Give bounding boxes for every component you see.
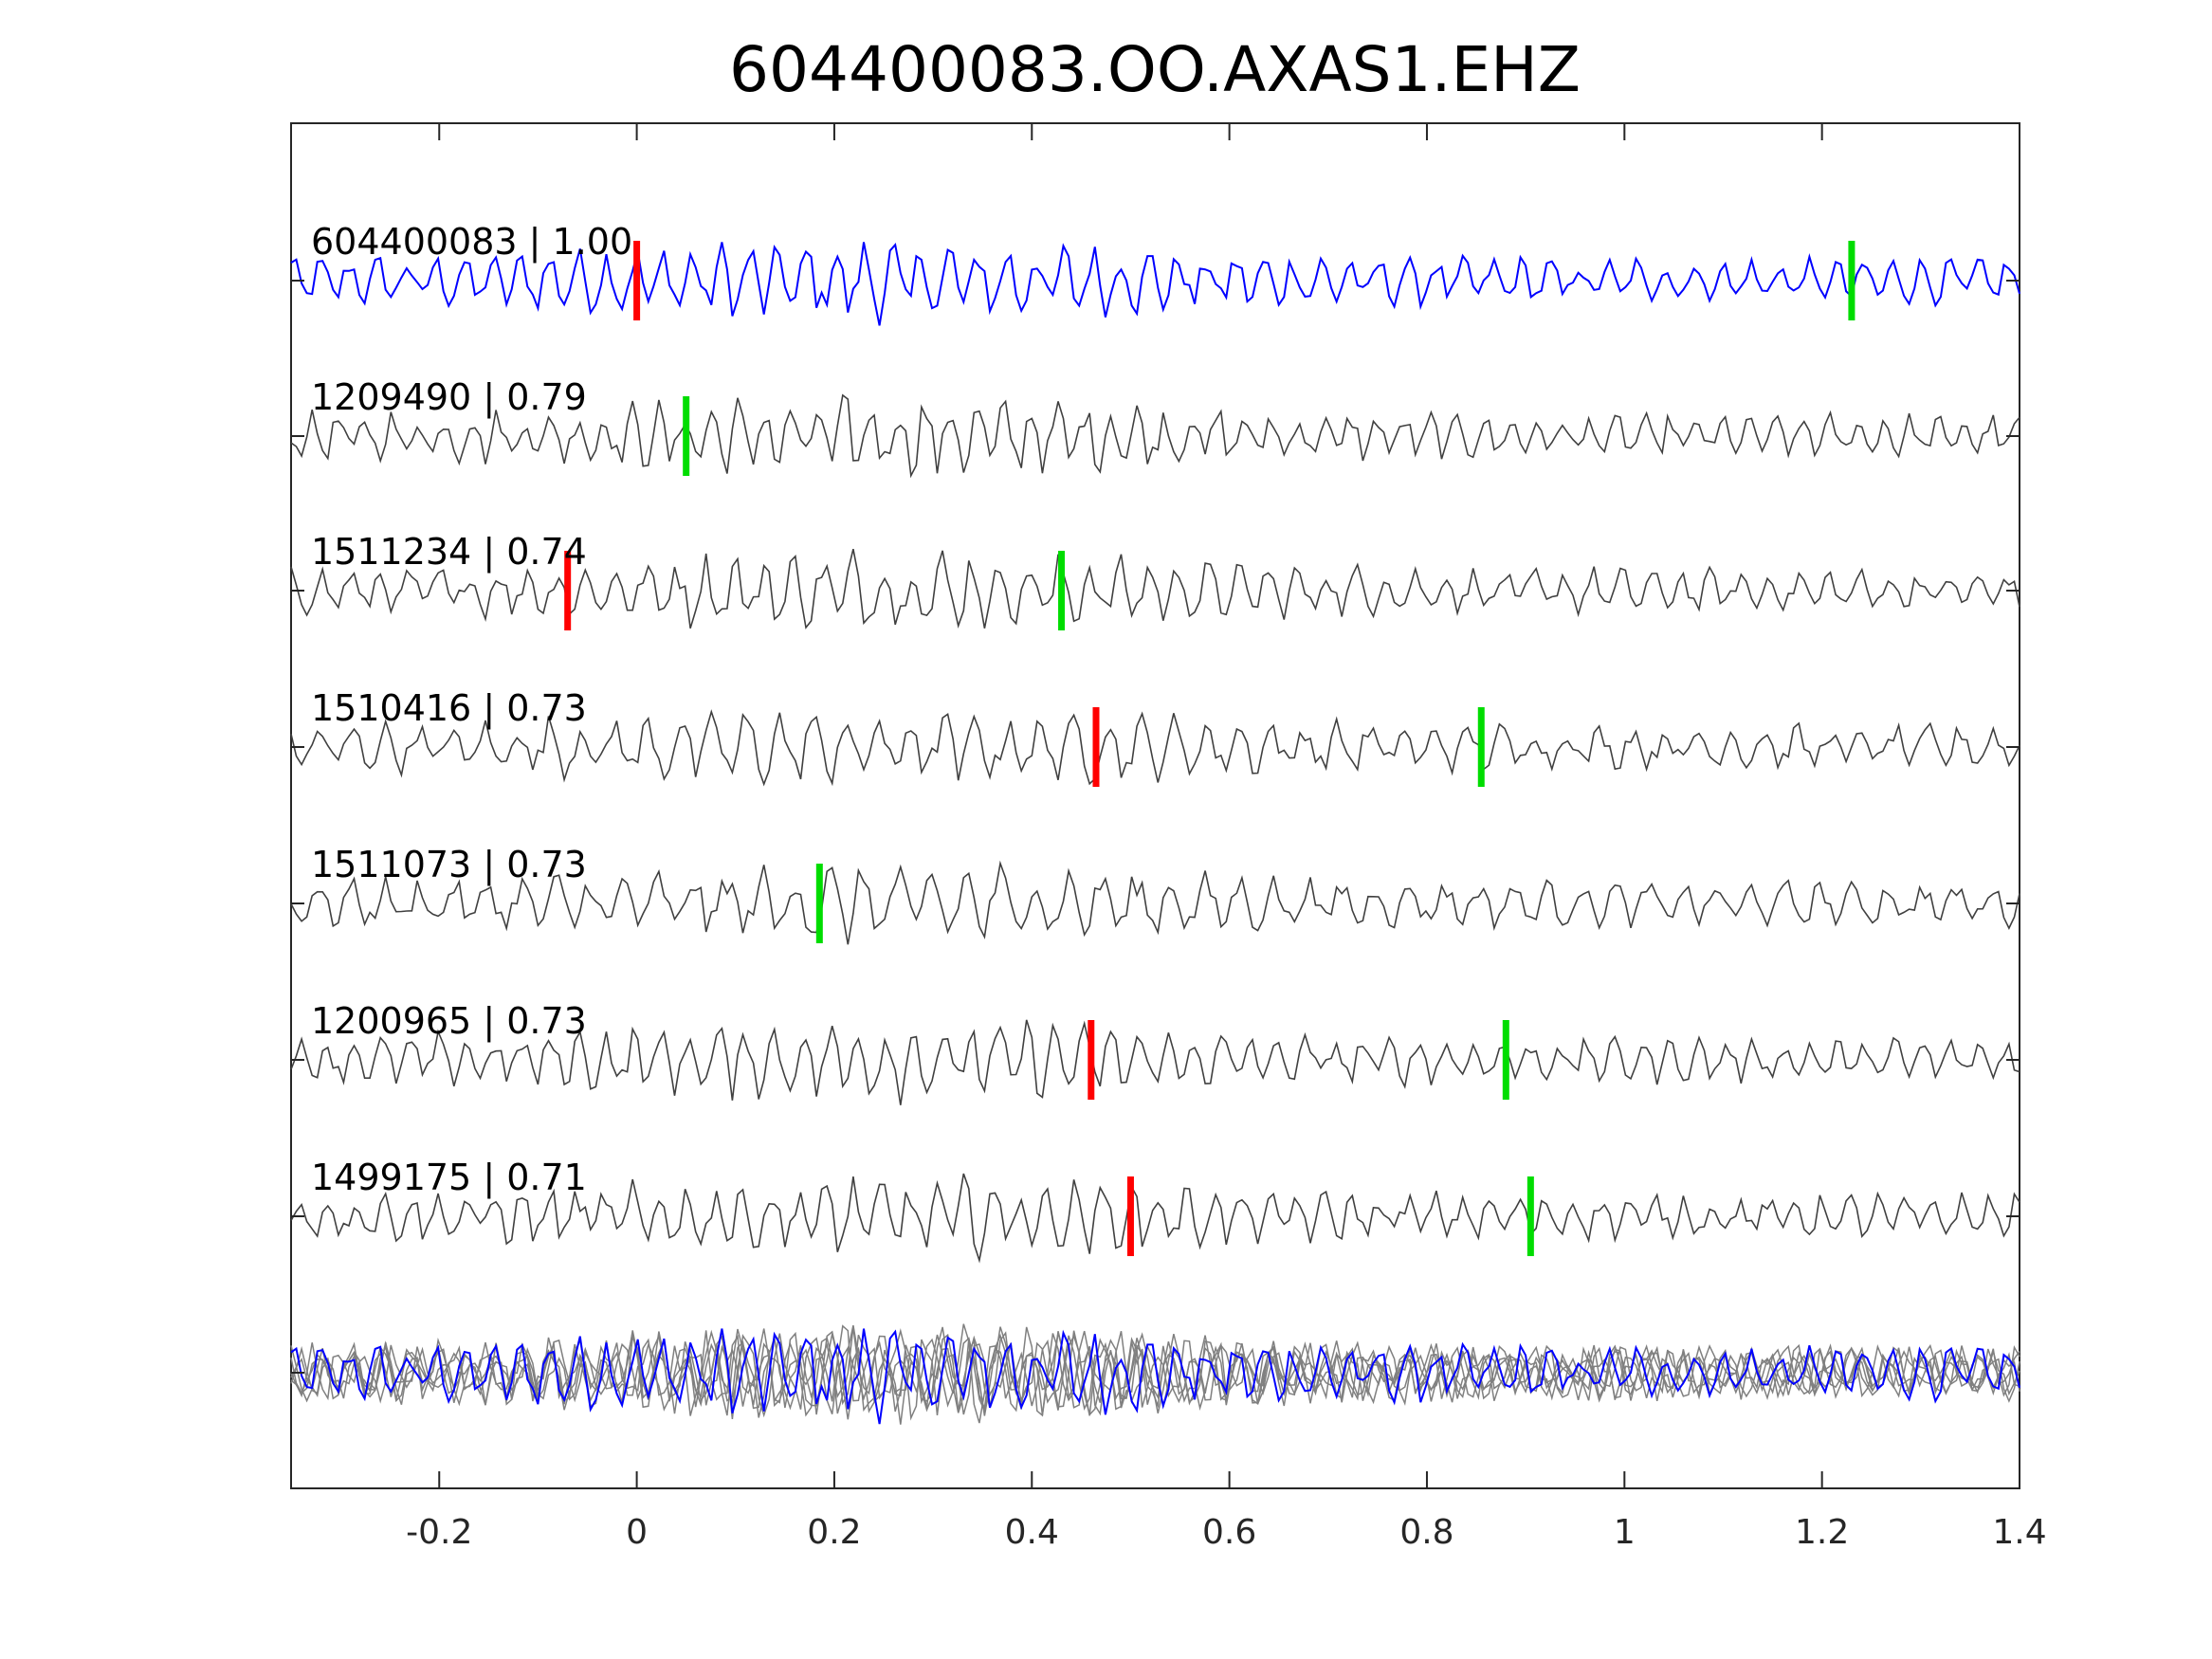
trace-604400083 (290, 242, 2020, 326)
trace-label: 1200965 | 0.73 (311, 1000, 587, 1043)
trace-1510416 (290, 709, 2020, 787)
x-tick-label: 1 (1614, 1513, 1636, 1552)
trace-label: 1510416 | 0.73 (311, 687, 587, 730)
trace-labels: 604400083 | 1.00 1209490 | 0.79 1511234 | … (311, 221, 632, 1199)
x-tick-label: 0.8 (1399, 1513, 1453, 1552)
trace-1200965 (290, 1019, 2020, 1105)
x-tick-label: -0.2 (406, 1513, 472, 1552)
trace-1209490 (290, 393, 2020, 479)
trace-label: 1511234 | 0.74 (311, 531, 587, 574)
trace-label: 1209490 | 0.79 (311, 376, 587, 419)
trace-1511073 (290, 860, 2020, 945)
trace-1499175 (290, 1173, 2020, 1264)
x-tick-label: 0.4 (1005, 1513, 1059, 1552)
trace-label: 1511073 | 0.73 (311, 844, 587, 886)
x-tick-label: 0 (626, 1513, 648, 1552)
x-tick-label: 0.2 (807, 1513, 861, 1552)
x-axis: -0.2 0 0.2 0.4 0.6 0.8 1 1.2 1.4 (291, 123, 2047, 1552)
trace-label: 1499175 | 0.71 (311, 1157, 587, 1199)
x-tick-label: 1.4 (1992, 1513, 2046, 1552)
chart-title: 604400083.OO.AXAS1.EHZ (729, 33, 1581, 106)
trace-1511234 (290, 549, 2020, 629)
plot-area (290, 122, 2020, 1489)
trace-label: 604400083 | 1.00 (311, 221, 632, 264)
stack-trace-604400083 (290, 1328, 2020, 1425)
stack-trace-1200965 (290, 1326, 2020, 1425)
x-tick-label: 1.2 (1795, 1513, 1849, 1552)
x-tick-label: 0.6 (1202, 1513, 1256, 1552)
axes-frame (290, 122, 2020, 1489)
